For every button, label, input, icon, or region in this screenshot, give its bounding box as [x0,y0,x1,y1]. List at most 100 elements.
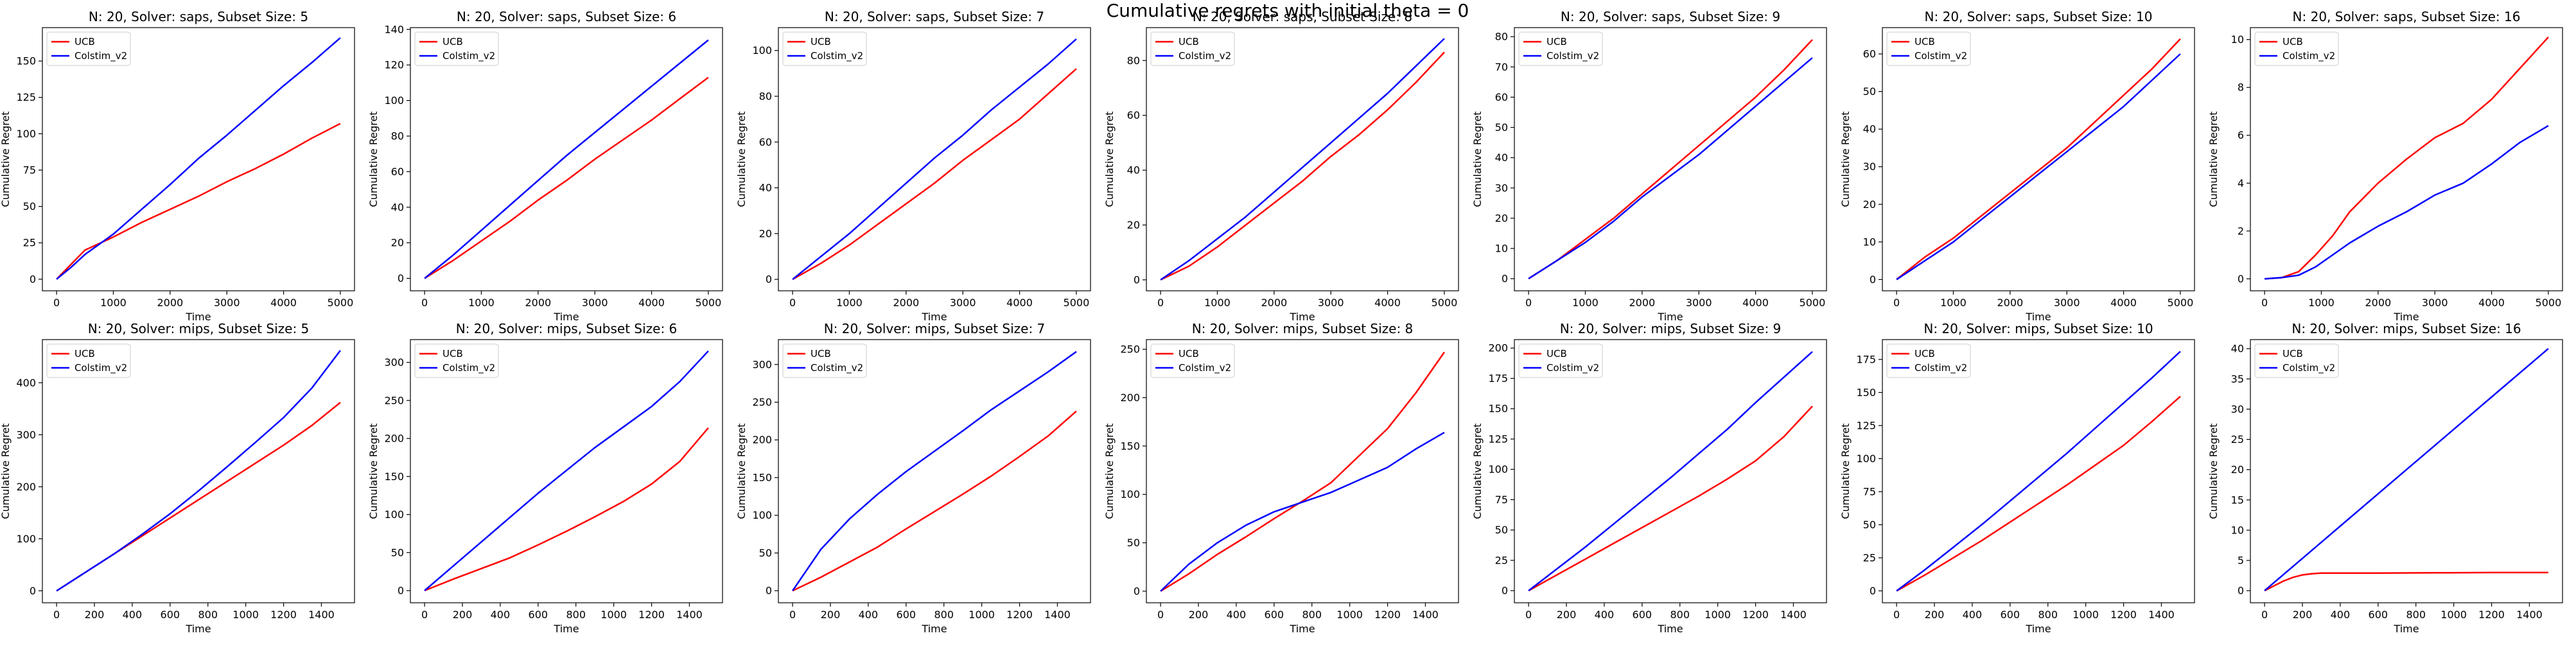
legend-label-ucb: UCB [1546,348,1567,359]
x-tick-label: 5000 [1800,297,1826,309]
y-axis-label: Cumulative Regret [1839,423,1852,519]
legend-label-colstim_v2: Colstim_v2 [1178,50,1231,62]
series-line-ucb [2264,571,2548,592]
series-line-colstim_v2 [1160,431,1445,592]
subplot-8: N: 20, Solver: mips, Subset Size: 5 0 200 4… [0,321,355,635]
subplot-grid: N: 20, Solver: saps, Subset Size: 50 1000… [0,9,2563,635]
x-tick-label: 600 [529,609,548,621]
series-lines [1896,350,2181,592]
y-tick-label: 20 [391,237,404,249]
series-line-ucb [1896,38,2181,281]
y-tick-label: 25 [2231,433,2244,446]
y-tick-label: 250 [1120,343,1140,356]
y-tick-label: 50 [1863,85,1876,98]
y-tick-label: 250 [384,394,404,406]
x-tick-label: 1000 [232,609,259,621]
x-tick-label: 1200 [2478,609,2505,621]
subplot-6: N: 20, Solver: saps, Subset Size: 100 100… [1839,9,2195,323]
subplot-title: N: 20, Solver: mips, Subset Size: 7 [824,321,1046,336]
x-tick-label: 1200 [270,609,297,621]
series-lines [1160,351,1445,592]
y-tick-label: 0 [30,585,36,597]
y-tick-label: 30 [2231,403,2244,415]
subplot-14: N: 20, Solver: mips, Subset Size: 160 200… [2207,321,2563,635]
x-tick-label: 2000 [525,297,551,309]
x-tick-label: 0 [53,609,60,621]
x-tick-label: 400 [859,609,879,621]
y-tick-label: 0 [398,272,404,284]
x-tick-label: 4000 [1006,297,1033,309]
x-tick-label: 600 [2369,609,2388,621]
legend: UCB Colstim_v2 [46,31,131,66]
legend-label-ucb: UCB [74,348,95,359]
subplot-title: N: 20, Solver: mips, Subset Size: 16 [2291,321,2521,336]
x-tick-label: 400 [1963,609,1983,621]
legend: UCB Colstim_v2 [414,31,499,66]
x-axis-label: Time [185,623,211,635]
x-tick-label: 3000 [2422,297,2448,309]
y-axis-label: Cumulative Regret [1103,423,1116,519]
x-tick-label: 600 [897,609,916,621]
y-tick-label: 150 [752,471,772,483]
subplot-title: N: 20, Solver: mips, Subset Size: 5 [88,321,310,336]
y-tick-label: 10 [2231,524,2244,536]
x-tick-label: 4000 [2110,297,2137,309]
x-tick-label: 5000 [2168,297,2194,309]
legend: UCB Colstim_v2 [1886,343,1971,378]
x-tick-label: 3000 [214,297,240,309]
y-tick-label: 200 [1488,342,1508,354]
x-tick-label: 1000 [836,297,863,309]
x-axis-label: Time [1289,311,1315,323]
y-tick-label: 20 [1495,212,1508,224]
x-tick-label: 5000 [328,297,354,309]
y-tick-label: 80 [1495,31,1508,43]
y-tick-label: 100 [752,509,772,521]
x-tick-label: 400 [491,609,511,621]
y-axis-label: Cumulative Regret [735,423,748,519]
y-axis-label: Cumulative Regret [735,111,748,207]
axes-frame [42,27,355,291]
y-tick-label: 50 [759,547,772,559]
y-tick-label: 150 [16,55,36,67]
y-tick-label: 80 [391,130,404,142]
y-tick-label: 30 [1495,182,1508,194]
y-tick-label: 125 [1856,419,1876,431]
y-tick-label: 80 [759,90,772,102]
legend-label-ucb: UCB [2282,36,2303,48]
y-tick-label: 35 [2231,373,2244,385]
series-line-ucb [56,123,341,280]
x-tick-label: 800 [566,609,586,621]
series-line-colstim_v2 [424,39,709,279]
legend: UCB Colstim_v2 [782,31,867,66]
subplot-10: N: 20, Solver: mips, Subset Size: 7 0 200 4… [735,321,1091,635]
series-line-colstim_v2 [1528,350,1813,592]
subplot-3: N: 20, Solver: saps, Subset Size: 70 1000… [735,9,1091,323]
axes-frame [42,339,355,603]
legend-label-ucb: UCB [1178,36,1199,48]
y-tick-label: 100 [1856,453,1876,465]
legend: UCB Colstim_v2 [1150,31,1235,66]
y-tick-label: 75 [23,164,36,176]
axes-frame [410,27,723,291]
axes-frame [1146,27,1459,291]
y-tick-label: 200 [1120,392,1140,404]
y-tick-label: 15 [2231,494,2244,506]
x-tick-label: 600 [1265,609,1284,621]
series-line-ucb [1160,351,1445,592]
x-tick-label: 1000 [2440,609,2467,621]
x-axis-label: Time [921,311,947,323]
legend-box [46,31,131,66]
y-tick-label: 60 [391,166,404,178]
y-tick-label: 6 [2238,129,2244,141]
y-tick-label: 20 [759,227,772,239]
axes-frame [1882,339,2195,603]
y-tick-label: 75 [1495,494,1508,506]
x-axis-label: Time [2025,623,2051,635]
subplot-title: N: 20, Solver: mips, Subset Size: 9 [1560,321,1782,336]
subplot-title: N: 20, Solver: saps, Subset Size: 6 [457,9,676,24]
subplot-title: N: 20, Solver: saps, Subset Size: 9 [1561,9,1780,24]
x-tick-label: 400 [1595,609,1615,621]
series-line-colstim_v2 [424,350,709,591]
x-tick-label: 2000 [1997,297,2023,309]
